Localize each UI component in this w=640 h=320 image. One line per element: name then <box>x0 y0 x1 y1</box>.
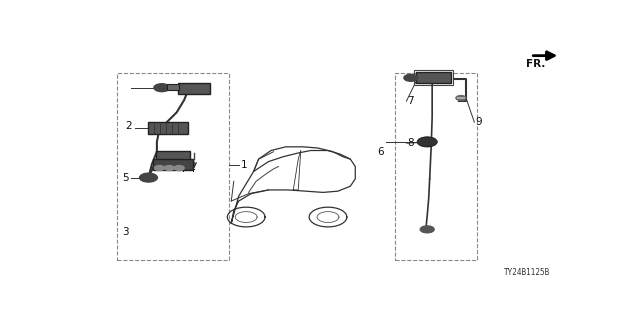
Text: 6: 6 <box>377 147 383 157</box>
Bar <box>395 73 477 260</box>
Text: FR.: FR. <box>527 59 546 69</box>
Circle shape <box>174 165 184 171</box>
Text: 4: 4 <box>188 164 195 174</box>
Text: 3: 3 <box>122 227 129 237</box>
Circle shape <box>456 96 466 100</box>
Circle shape <box>164 165 174 171</box>
Circle shape <box>154 84 170 92</box>
Text: 2: 2 <box>125 121 132 131</box>
Text: 4: 4 <box>179 164 185 174</box>
Text: 8: 8 <box>408 138 414 148</box>
Text: 5: 5 <box>122 172 129 183</box>
FancyBboxPatch shape <box>154 159 193 170</box>
FancyBboxPatch shape <box>167 84 179 90</box>
Text: 9: 9 <box>476 117 483 127</box>
Circle shape <box>420 226 434 233</box>
FancyBboxPatch shape <box>178 84 210 94</box>
Circle shape <box>140 173 157 182</box>
FancyBboxPatch shape <box>156 151 190 160</box>
Text: TY24B1125B: TY24B1125B <box>504 268 550 277</box>
Text: 7: 7 <box>408 96 414 106</box>
Circle shape <box>419 138 436 146</box>
Bar <box>117 73 229 260</box>
Circle shape <box>404 74 418 81</box>
Text: 1: 1 <box>241 160 248 170</box>
Circle shape <box>154 165 164 171</box>
FancyBboxPatch shape <box>148 123 188 134</box>
FancyBboxPatch shape <box>416 72 451 83</box>
